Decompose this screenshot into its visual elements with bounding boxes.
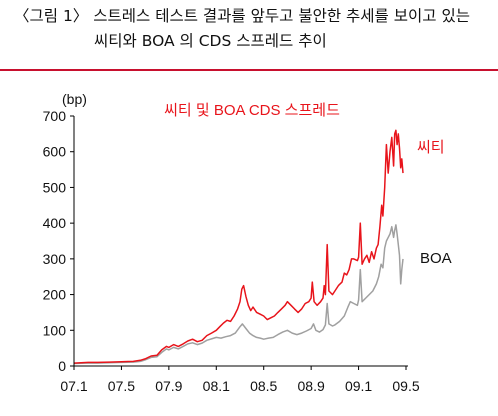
y-tick-label: 200: [43, 287, 67, 303]
x-tick-label: 08.9: [298, 378, 325, 394]
y-tick-label: 100: [43, 322, 67, 338]
y-tick-label: 0: [58, 358, 66, 374]
figure-caption: 〈그림 1〉 스트레스 테스트 결과를 앞두고 불안한 추세를 보이고 있는 씨…: [14, 4, 494, 54]
y-tick-label: 500: [43, 179, 67, 195]
series-label-boa: BOA: [420, 250, 452, 267]
x-tick-label: 09.5: [392, 378, 419, 394]
x-tick-label: 07.9: [155, 378, 182, 394]
x-tick-label: 07.1: [60, 378, 87, 394]
caption-line-2: 씨티와 BOA 의 CDS 스프레드 추이: [94, 32, 327, 50]
x-tick-label: 08.1: [203, 378, 230, 394]
x-tick-label: 08.5: [250, 378, 277, 394]
annotation-layer: 씨티 BOA: [417, 139, 452, 267]
y-tick-label: 600: [43, 144, 67, 160]
caption-divider: [0, 69, 498, 71]
series-line-boa: [73, 224, 404, 365]
y-tick-label: 400: [43, 215, 67, 231]
axis-layer: 0 100 200 300 400 500 600 700 07.1 07.5 07.9 08.1 08…: [43, 108, 420, 394]
y-tick-label: 300: [43, 251, 67, 267]
y-axis-unit: (bp): [62, 91, 87, 107]
y-tick-label: 700: [43, 108, 67, 124]
x-tick-label: 09.1: [345, 378, 372, 394]
series-line-citi: [73, 129, 404, 364]
chart-title: 씨티 및 BOA CDS 스프레드: [164, 102, 340, 119]
x-tick-label: 07.5: [108, 378, 135, 394]
series-label-citi: 씨티: [417, 139, 445, 156]
caption-line-1: 〈그림 1〉 스트레스 테스트 결과를 앞두고 불안한 추세를 보이고 있는: [14, 7, 470, 25]
series-layer: [73, 129, 404, 365]
